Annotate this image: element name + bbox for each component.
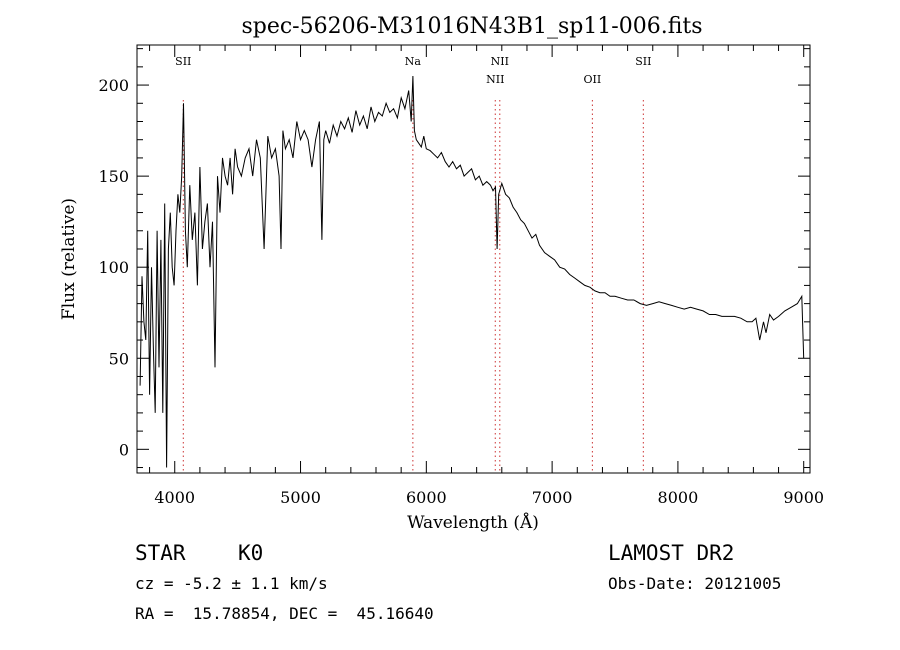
spectral-line-markers: SII Na NII NII OII SII [175, 55, 651, 473]
x-tick-label: 9000 [783, 488, 824, 507]
redshift-text: cz = -5.2 ± 1.1 km/s [135, 574, 328, 593]
y-tick-label: 150 [98, 167, 129, 186]
x-tick-label: 6000 [406, 488, 447, 507]
y-tick-label: 0 [119, 440, 129, 459]
y-tick-label: 50 [109, 349, 129, 368]
x-tick-label: 5000 [280, 488, 321, 507]
spectrum-line [139, 75, 805, 468]
marker-label: NII [491, 55, 509, 68]
marker-label: Na [405, 55, 422, 68]
class-label: STAR [135, 541, 186, 565]
x-tick-label: 4000 [154, 488, 195, 507]
subclass-label: K0 [238, 541, 264, 565]
chart-title: spec-56206-M31016N43B1_sp11-006.fits [241, 14, 702, 39]
y-axis-label: Flux (relative) [59, 198, 79, 320]
plot-frame [136, 44, 811, 474]
axis-ticks: 4000 5000 6000 7000 8000 9000 0 50 100 150 200 [98, 45, 824, 507]
x-tick-label: 8000 [658, 488, 699, 507]
x-axis-label: Wavelength (Å) [407, 512, 539, 533]
x-tick-label: 7000 [532, 488, 573, 507]
marker-label: NII [486, 73, 504, 86]
coordinates-text: RA = 15.78854, DEC = 45.16640 [135, 604, 434, 623]
marker-label: SII [635, 55, 651, 68]
marker-label: OII [584, 73, 602, 86]
obs-date-text: Obs-Date: 20121005 [608, 574, 782, 593]
marker-label: SII [175, 55, 191, 68]
y-tick-label: 200 [98, 76, 129, 95]
y-tick-label: 100 [98, 258, 129, 277]
survey-label: LAMOST DR2 [608, 541, 735, 565]
